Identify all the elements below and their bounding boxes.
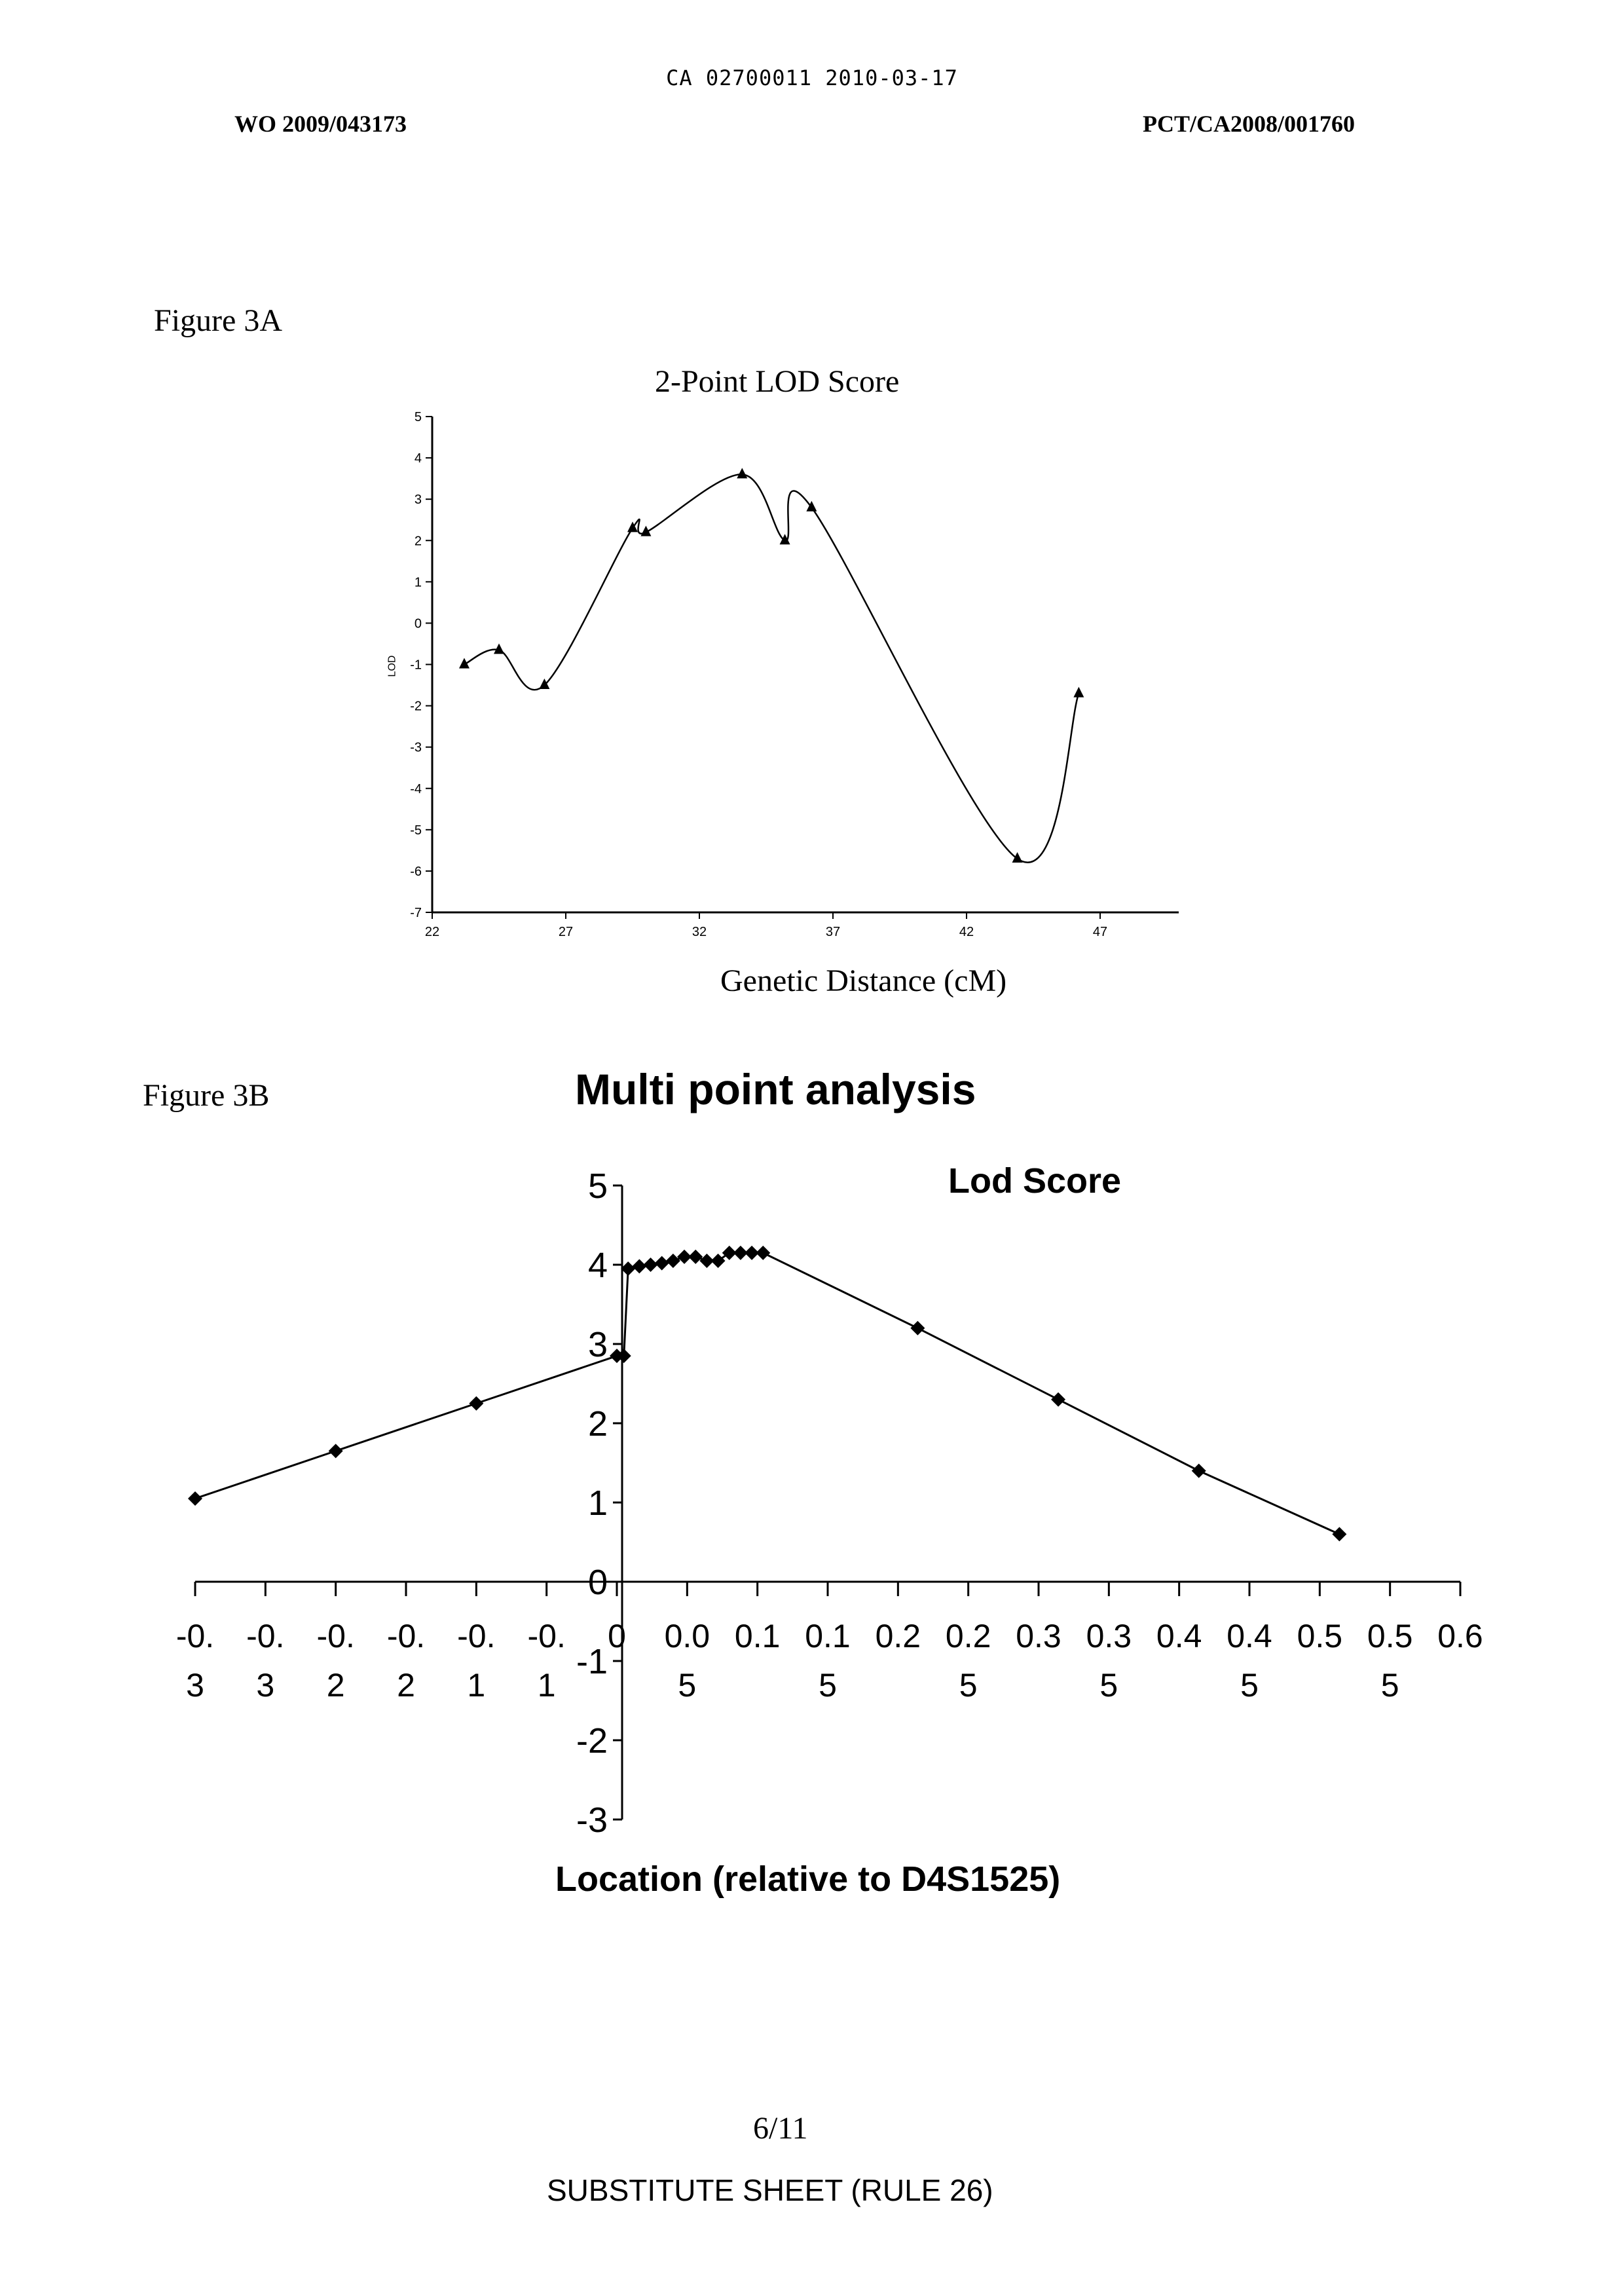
chart-b-x-tick-label-line2: 5 — [678, 1667, 696, 1704]
chart-b-point — [1051, 1392, 1065, 1407]
chart-b-x-tick-label: 0.0 — [665, 1618, 710, 1654]
chart-b-x-tick-label-line2: 3 — [256, 1667, 274, 1704]
chart-b-point — [756, 1246, 770, 1260]
chart-b-point — [910, 1321, 925, 1335]
chart-b-point — [711, 1254, 726, 1268]
chart-b-x-tick-label: 0.3 — [1016, 1618, 1061, 1654]
chart-b-x-tick-label: 0.2 — [876, 1618, 921, 1654]
chart-b-point — [666, 1254, 680, 1268]
chart-b-series-line — [195, 1253, 1339, 1535]
chart-b-y-tick-label: 0 — [588, 1563, 608, 1602]
chart-b-point — [655, 1256, 669, 1271]
substitute-sheet-note: SUBSTITUTE SHEET (RULE 26) — [547, 2173, 993, 2208]
chart-b-point — [1192, 1464, 1206, 1478]
chart-b-x-tick-label-line2: 1 — [538, 1667, 556, 1704]
chart-b-point — [644, 1258, 658, 1272]
chart-b-point — [632, 1259, 646, 1273]
chart-b-x-tick-label-line2: 1 — [467, 1667, 485, 1704]
chart-b-point — [1332, 1527, 1346, 1541]
chart-b-x-tick-label: -0. — [527, 1618, 565, 1654]
chart-b-y-tick-label: 2 — [588, 1404, 608, 1444]
chart-b-x-tick-label: -0. — [316, 1618, 354, 1654]
chart-b-x-tick-label-line2: 5 — [819, 1667, 837, 1704]
chart-b-x-tick-label: 0.1 — [805, 1618, 851, 1654]
chart-b-x-tick-label: -0. — [387, 1618, 425, 1654]
page-number: 6/11 — [753, 2110, 808, 2146]
chart-b-x-tick-label: -0. — [457, 1618, 495, 1654]
chart-b-x-tick-label: 0.1 — [735, 1618, 781, 1654]
chart-b-x-tick-label: 0.4 — [1156, 1618, 1202, 1654]
chart-b-y-tick-label: 4 — [588, 1246, 608, 1285]
chart-b-x-tick-label: -0. — [246, 1618, 284, 1654]
chart-b-y-tick-label: -2 — [576, 1721, 608, 1761]
chart-b-point — [188, 1491, 202, 1506]
chart-b-x-tick-label: 0.5 — [1367, 1618, 1413, 1654]
chart-b-x-tick-label: 0.3 — [1086, 1618, 1132, 1654]
chart-b-x-tick-label: 0.6 — [1437, 1618, 1483, 1654]
chart-b-x-tick-label: 0.5 — [1297, 1618, 1343, 1654]
chart-b-x-tick-label-line2: 5 — [1240, 1667, 1259, 1704]
chart-b-x-tick-label: -0. — [176, 1618, 214, 1654]
chart-b-x-tick-label-line2: 5 — [1381, 1667, 1399, 1704]
chart-b-point — [688, 1250, 703, 1264]
chart-b-point — [329, 1444, 343, 1458]
chart-b-x-tick-label-line2: 2 — [397, 1667, 415, 1704]
chart-b-x-tick-label-line2: 5 — [959, 1667, 978, 1704]
chart-b-y-tick-label: -3 — [576, 1801, 608, 1840]
chart-b-x-tick-label-line2: 2 — [327, 1667, 345, 1704]
chart-b-x-tick-label-line2: 3 — [186, 1667, 204, 1704]
chart-b-y-tick-label: -1 — [576, 1642, 608, 1681]
chart-b-x-tick-label: 0.4 — [1227, 1618, 1272, 1654]
chart-b-x-tick-label: 0 — [608, 1618, 626, 1654]
chart-b-x-tick-label: 0.2 — [946, 1618, 991, 1654]
chart-b-point — [469, 1396, 483, 1411]
chart-b-y-tick-label: 1 — [588, 1483, 608, 1523]
chart-b-x-tick-label-line2: 5 — [1099, 1667, 1118, 1704]
chart-b-y-tick-label: 5 — [588, 1166, 608, 1206]
chart-b-y-tick-label: 3 — [588, 1325, 608, 1364]
